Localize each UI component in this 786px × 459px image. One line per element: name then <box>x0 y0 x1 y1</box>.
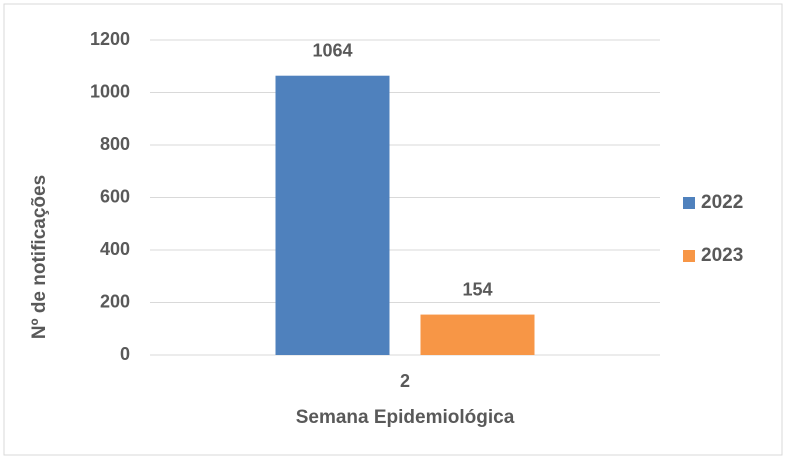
y-tick-label: 600 <box>100 186 130 206</box>
y-axis-title: Nº de notificações <box>29 175 50 339</box>
legend-label: 2023 <box>701 245 743 266</box>
y-tick-label: 800 <box>100 134 130 154</box>
x-tick-label: 2 <box>400 371 410 391</box>
chart-border <box>3 3 783 456</box>
y-tick-label: 1200 <box>90 29 130 49</box>
legend-swatch <box>683 197 695 209</box>
bar <box>275 75 390 355</box>
y-tick-label: 0 <box>120 344 130 364</box>
y-tick-label: 400 <box>100 239 130 259</box>
data-label: 154 <box>462 279 492 299</box>
bar <box>420 314 535 355</box>
x-axis-title: Semana Epidemiológica <box>296 407 515 428</box>
data-label: 1064 <box>312 40 352 60</box>
legend-swatch <box>683 250 695 262</box>
y-tick-label: 1000 <box>90 81 130 101</box>
legend-label: 2022 <box>701 192 743 213</box>
y-tick-label: 200 <box>100 291 130 311</box>
